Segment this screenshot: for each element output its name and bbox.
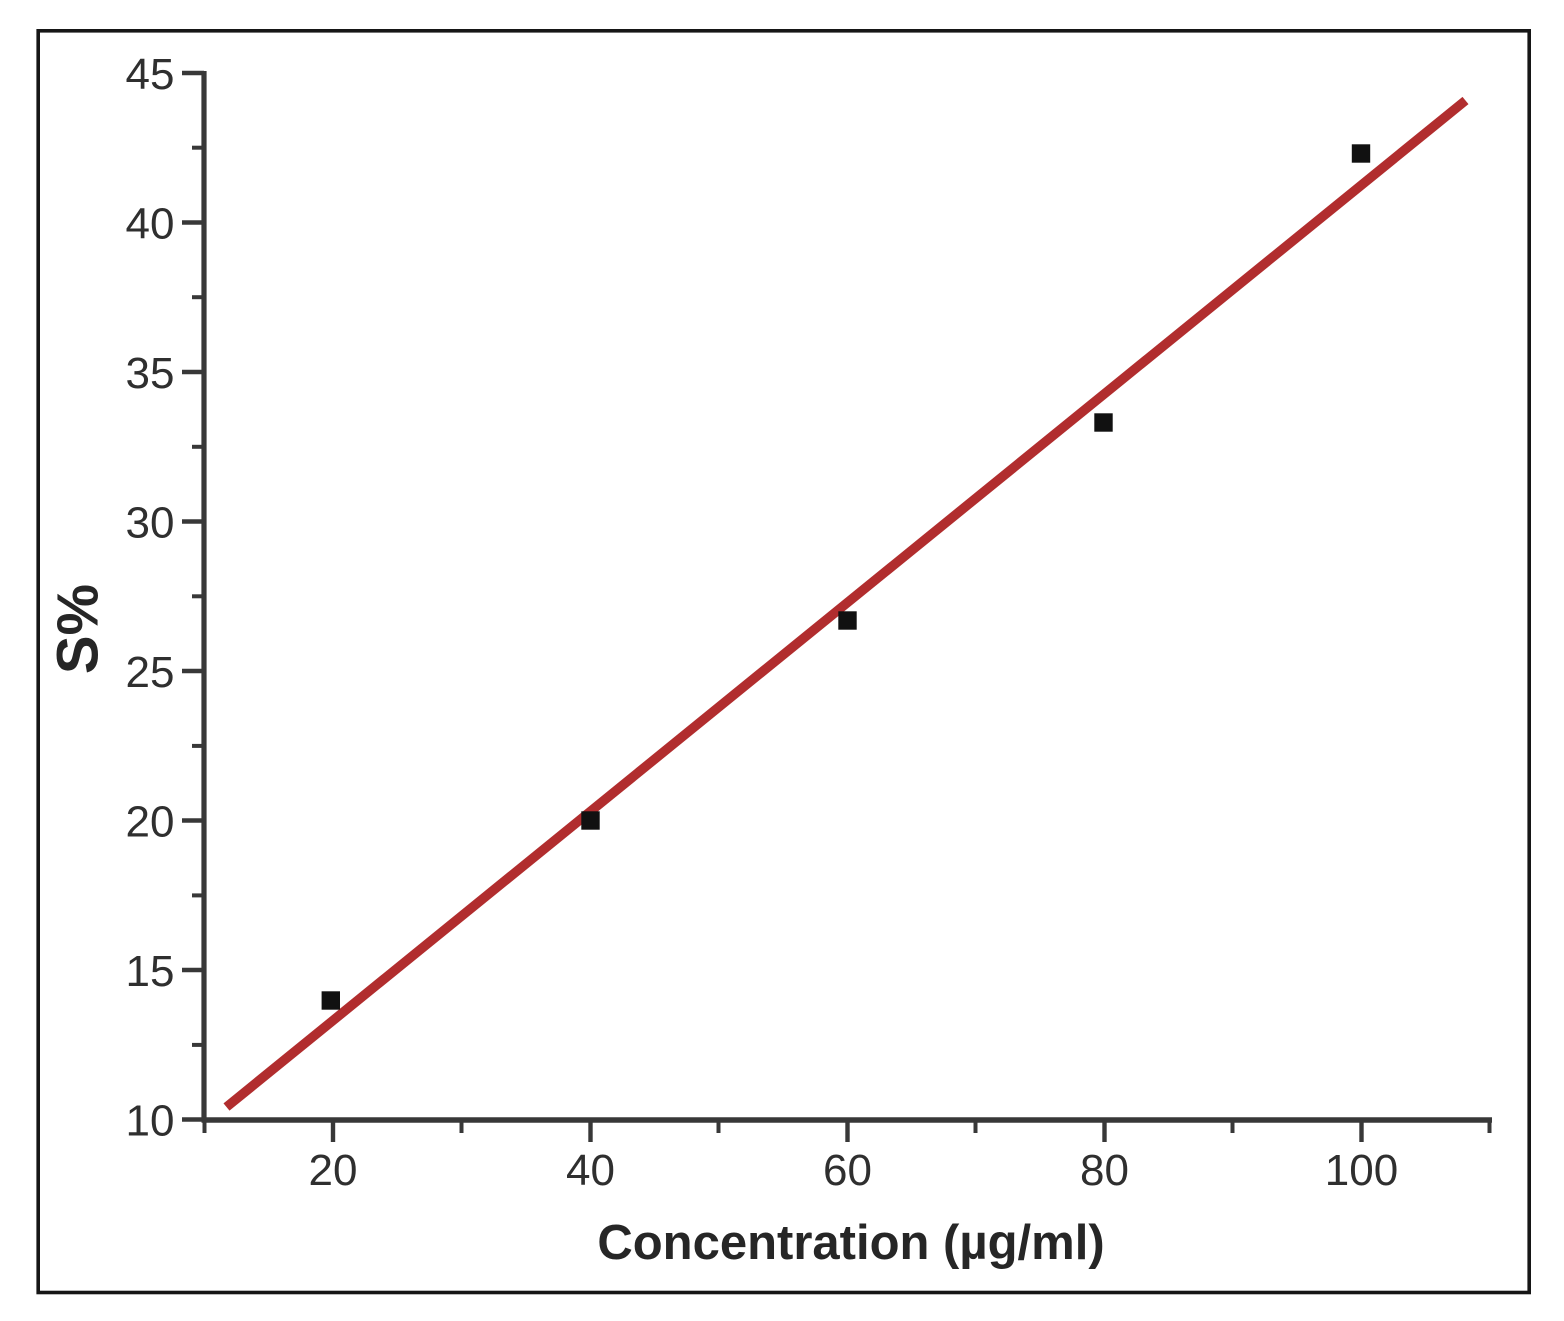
svg-text:45: 45 (126, 50, 175, 99)
svg-text:35: 35 (126, 349, 175, 398)
svg-text:20: 20 (309, 1146, 358, 1195)
svg-text:20: 20 (126, 798, 175, 847)
svg-text:15: 15 (126, 947, 175, 996)
svg-text:25: 25 (126, 648, 175, 697)
svg-text:100: 100 (1325, 1146, 1398, 1195)
svg-text:40: 40 (126, 200, 175, 249)
svg-text:30: 30 (126, 499, 175, 548)
svg-text:60: 60 (823, 1146, 872, 1195)
svg-text:Concentration (µg/ml): Concentration (µg/ml) (597, 1216, 1104, 1270)
svg-text:S%: S% (46, 584, 111, 674)
svg-text:10: 10 (126, 1097, 175, 1146)
svg-text:80: 80 (1080, 1146, 1129, 1195)
svg-text:40: 40 (566, 1146, 615, 1195)
